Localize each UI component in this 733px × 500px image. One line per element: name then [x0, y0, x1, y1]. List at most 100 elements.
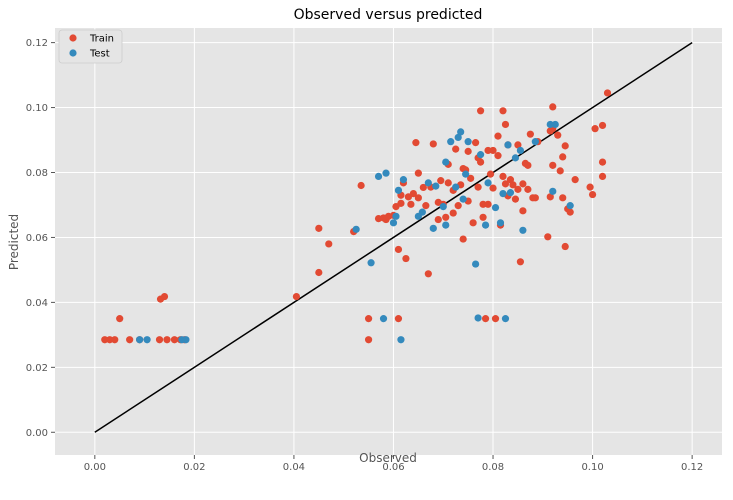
legend: Train Test: [58, 29, 123, 64]
data-point-train: [588, 190, 597, 199]
data-point-train: [519, 180, 527, 188]
data-point-train: [437, 177, 445, 185]
data-point-test: [459, 195, 467, 203]
data-point-train: [549, 161, 557, 169]
data-point-test: [551, 120, 559, 129]
data-point-train: [464, 147, 472, 155]
data-point-train: [549, 103, 557, 111]
series-test: [136, 120, 574, 344]
grid-lines: [55, 28, 722, 455]
data-point-train: [325, 240, 333, 248]
x-axis-label: Observed: [359, 451, 417, 465]
data-point-train: [412, 139, 420, 147]
data-point-train: [126, 336, 134, 344]
y-tick-label: 0.12: [26, 38, 48, 49]
data-point-test: [464, 138, 472, 146]
data-point-train: [160, 292, 169, 301]
data-point-train: [524, 161, 532, 169]
y-tick-label: 0.04: [26, 298, 48, 309]
data-point-train: [516, 258, 525, 266]
data-point-train: [571, 176, 579, 184]
data-point-train: [481, 315, 490, 323]
data-point-train: [501, 120, 510, 129]
data-point-train: [556, 167, 564, 175]
data-point-train: [364, 336, 373, 344]
data-point-train: [315, 224, 323, 232]
data-point-train: [524, 185, 532, 193]
y-tick-label: 0.02: [26, 363, 48, 374]
data-point-train: [603, 89, 612, 97]
data-point-train: [429, 140, 437, 148]
data-point-test: [442, 158, 450, 166]
data-point-train: [357, 181, 365, 190]
data-point-train: [467, 174, 475, 182]
data-point-test: [379, 315, 388, 323]
data-point-train: [561, 142, 569, 150]
data-point-train: [394, 245, 403, 254]
data-point-train: [434, 215, 442, 224]
data-point-test: [452, 183, 460, 191]
data-point-train: [494, 152, 502, 160]
data-point-train: [419, 183, 427, 192]
data-point-train: [315, 268, 323, 277]
data-point-train: [559, 194, 567, 202]
data-point-train: [476, 107, 485, 115]
data-point-train: [489, 184, 497, 192]
data-point-train: [486, 170, 495, 178]
data-point-train: [454, 202, 462, 210]
data-point-test: [367, 259, 375, 267]
data-point-train: [591, 125, 599, 133]
data-point-train: [598, 158, 607, 166]
data-point-test: [474, 314, 482, 322]
data-point-train: [472, 139, 480, 147]
data-point-test: [392, 212, 400, 220]
data-point-train: [452, 145, 460, 153]
x-tick-label: 0.02: [183, 462, 205, 473]
data-point-train: [511, 195, 520, 203]
data-point-train: [292, 292, 301, 301]
data-point-train: [101, 336, 109, 344]
data-point-train: [526, 130, 534, 138]
data-point-train: [442, 213, 450, 221]
data-point-test: [382, 169, 390, 177]
data-point-test: [374, 172, 383, 180]
data-point-test: [516, 146, 525, 155]
axis-ticks: 0.00 0.02 0.04 0.06 0.08 0.10 0.12 0.00 0.02 0.04…: [26, 38, 704, 473]
data-point-train: [474, 183, 482, 191]
data-point-train: [489, 146, 497, 155]
y-tick-label: 0.10: [26, 103, 48, 114]
data-point-test: [511, 154, 520, 162]
data-point-train: [494, 132, 502, 140]
chart-title: Observed versus predicted: [294, 7, 483, 23]
data-point-test: [549, 187, 557, 195]
x-tick-label: 0.12: [681, 462, 703, 473]
data-point-test: [457, 128, 465, 136]
data-point-test: [394, 186, 403, 194]
data-point-train: [479, 213, 487, 221]
data-point-train: [531, 194, 539, 202]
data-point-test: [439, 202, 447, 211]
legend-label-train: Train: [89, 34, 114, 45]
data-point-test: [447, 138, 455, 146]
data-point-train: [163, 336, 171, 344]
data-point-train: [469, 219, 477, 227]
data-point-train: [409, 190, 417, 198]
x-tick-label: 0.06: [382, 462, 404, 473]
data-point-train: [444, 179, 452, 187]
data-point-train: [561, 242, 569, 251]
data-point-test: [476, 151, 485, 159]
data-point-train: [546, 193, 554, 201]
data-point-test: [501, 315, 510, 323]
data-point-train: [554, 131, 562, 139]
reference-line-group: [94, 41, 693, 433]
series-train: [101, 89, 612, 344]
data-point-train: [170, 336, 179, 344]
data-point-test: [442, 221, 450, 229]
data-point-test: [491, 203, 500, 212]
data-point-test: [418, 208, 426, 216]
data-point-train: [106, 336, 114, 344]
data-point-test: [546, 120, 554, 129]
data-point-test: [472, 260, 480, 268]
data-point-train: [402, 254, 410, 263]
